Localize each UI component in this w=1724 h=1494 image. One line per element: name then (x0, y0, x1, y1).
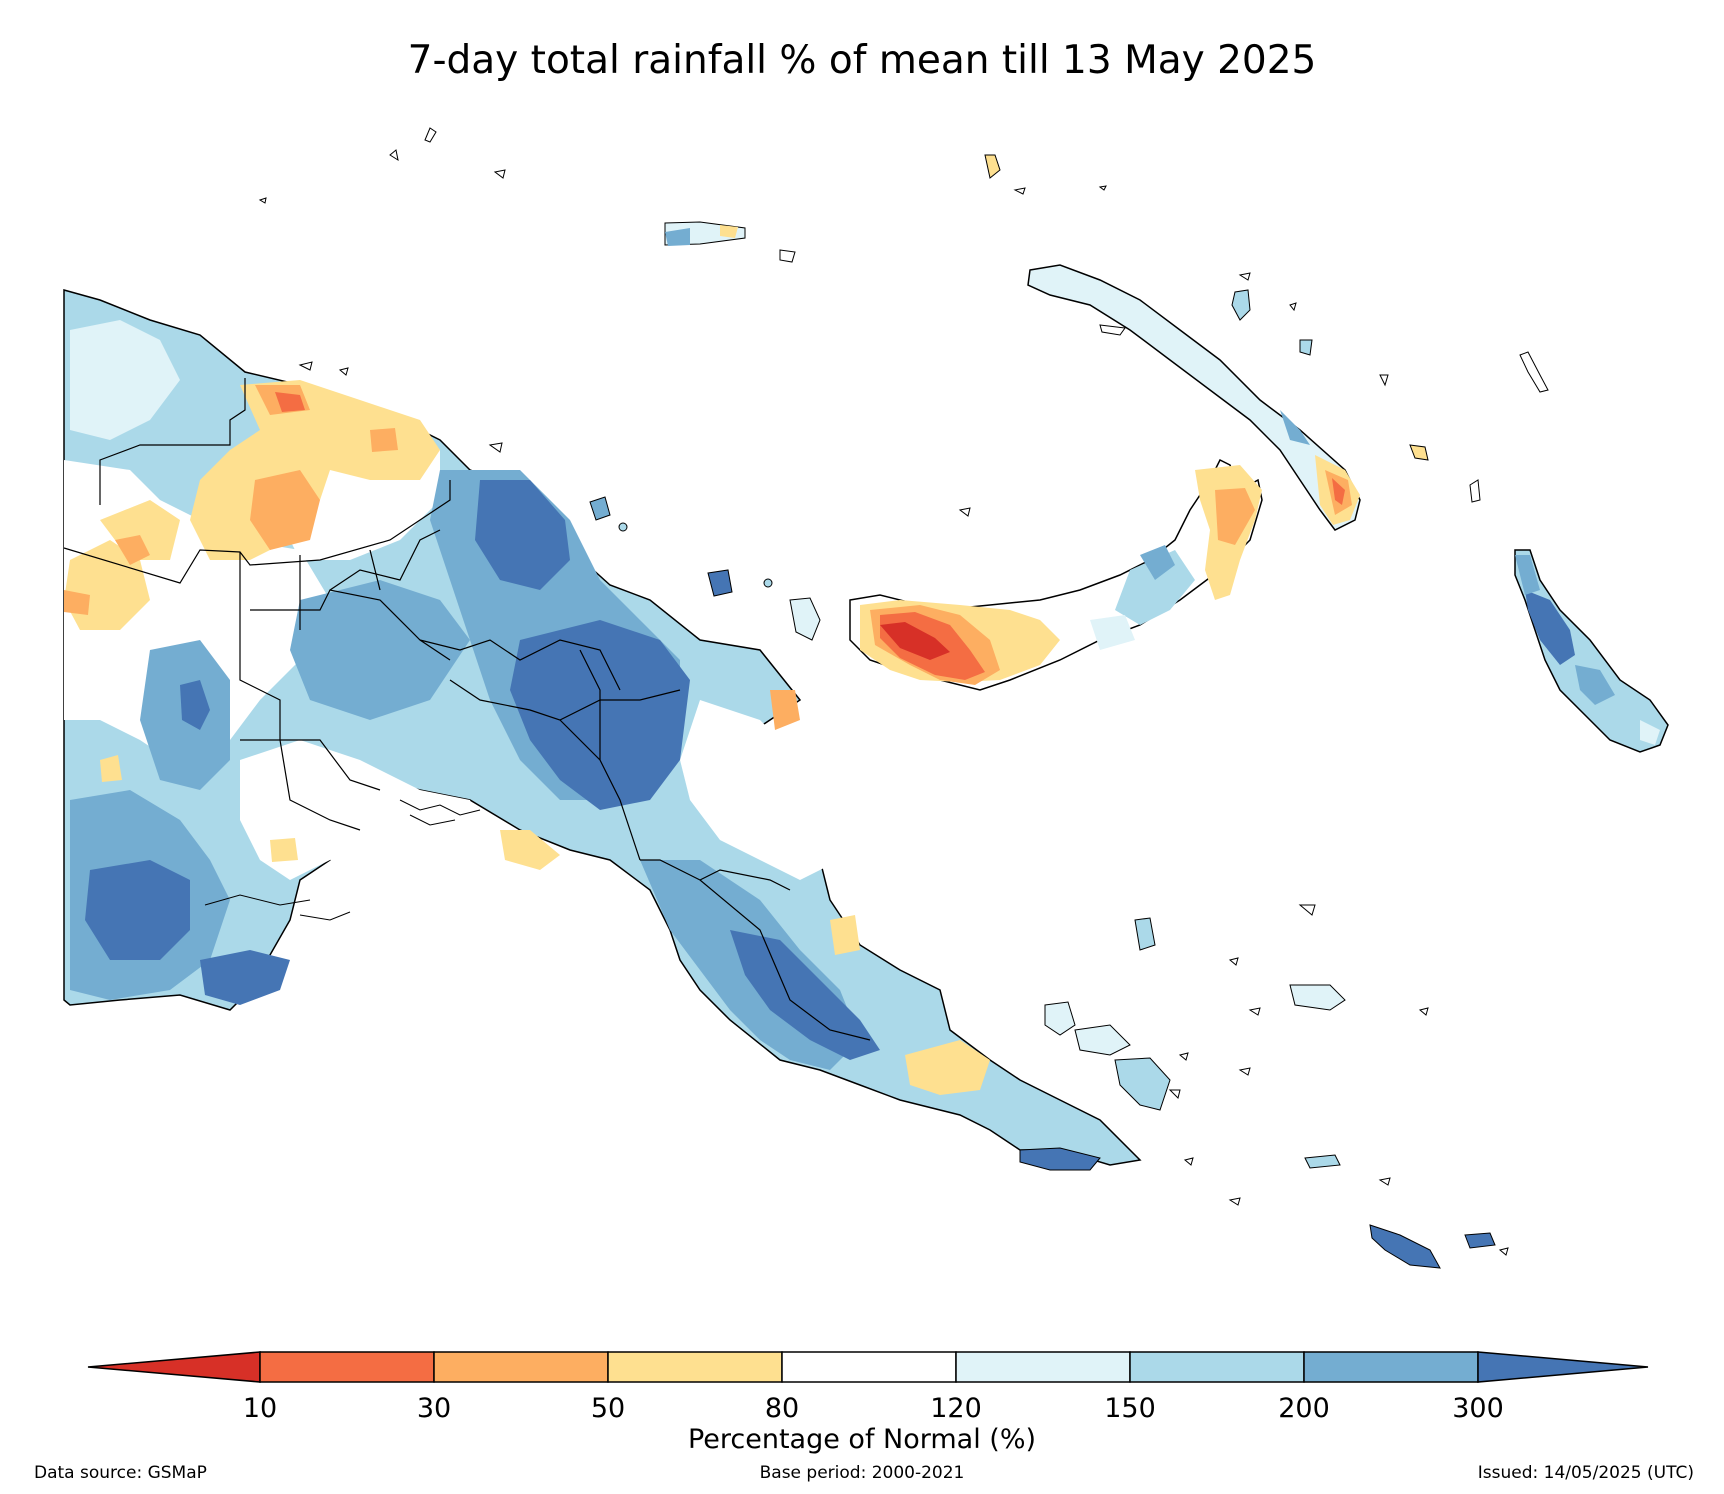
new-britain-below-10 (880, 622, 950, 660)
new-britain (849, 458, 1263, 691)
new-ireland-blue (1280, 410, 1310, 445)
colorbar-tick-label: 120 (930, 1393, 982, 1424)
region-30-50-d (64, 590, 90, 615)
region-30-50-b (115, 535, 150, 565)
colorbar (87, 1351, 1649, 1383)
new-ireland (1027, 264, 1361, 531)
colorbar-200-300 (1303, 1351, 1479, 1383)
new-britain-east-blue (1115, 550, 1195, 625)
colorbar-30-50 (433, 1351, 609, 1383)
new-britain-white-east (1090, 615, 1135, 650)
region-50-80-se1 (830, 915, 860, 955)
river-deltas (204, 799, 481, 921)
colorbar-tick-label: 10 (242, 1393, 278, 1424)
issued-date-text: Issued: 14/05/2025 (UTC) (1477, 1463, 1694, 1483)
region-30-50-a (250, 470, 320, 550)
new-ireland-outline (1027, 264, 1361, 531)
region-50-80-spot1 (270, 838, 298, 862)
colorbar-tick-label: 80 (764, 1393, 800, 1424)
region-120-150-a (70, 320, 180, 440)
region-200-300-center (290, 580, 470, 720)
region-30-50-east (770, 690, 800, 730)
colorbar-tick-label: 200 (1278, 1393, 1330, 1424)
bougainville-200-300-b (1575, 665, 1615, 705)
colorbar-tick-label: 300 (1452, 1393, 1504, 1424)
region-normal-center (240, 740, 480, 880)
region-10-30-north (275, 392, 305, 412)
map-title: 7-day total rainfall % of mean till 13 M… (407, 38, 1317, 83)
region-50-80-south (500, 830, 560, 870)
region-above-300-southeast (730, 930, 880, 1060)
colorbar-150-200 (1129, 1351, 1305, 1383)
colorbar-title: Percentage of Normal (%) (687, 1424, 1037, 1455)
bougainville-above-300 (1525, 590, 1575, 665)
new-ireland-south-red (1332, 478, 1345, 505)
bougainville-outline (1514, 549, 1669, 753)
region-above-300-north (475, 480, 570, 590)
colorbar-50-80 (607, 1351, 783, 1383)
new-britain-east-orange (1215, 488, 1255, 545)
colorbar-10-30 (259, 1351, 435, 1383)
region-above-300-west-spot (180, 680, 210, 730)
colorbar-extend-high (1477, 1351, 1649, 1383)
manus-islands (664, 154, 1001, 263)
region-normal-east-coast (680, 700, 840, 880)
colorbar-tick-label: 50 (590, 1393, 626, 1424)
region-above-300-southwest (85, 860, 190, 960)
colorbar-tick-label: 150 (1104, 1393, 1156, 1424)
mainland-png (63, 289, 1142, 1166)
islands-east (1231, 289, 1481, 503)
new-britain-east-blue2 (1140, 545, 1175, 580)
base-period-text: Base period: 2000-2021 (759, 1463, 965, 1483)
bougainville (1514, 549, 1669, 753)
region-30-50-e (370, 428, 398, 452)
province-boundaries (63, 378, 871, 1041)
small-islands-mainland (589, 496, 821, 641)
bougainville-200-300 (1515, 555, 1540, 595)
colorbar-120-150 (955, 1351, 1131, 1383)
region-above-300-southcoast (200, 950, 290, 1005)
region-50-80-spot2 (100, 755, 122, 782)
data-source-text: Data source: GSMaP (34, 1463, 207, 1483)
colorbar-80-120 (781, 1351, 957, 1383)
scattered-islets (258, 127, 1549, 1256)
southeast-islands (1019, 917, 1496, 1269)
colorbar-extend-low (87, 1351, 261, 1383)
colorbar-tick-label: 30 (416, 1393, 452, 1424)
region-50-80-se2 (905, 1040, 990, 1095)
